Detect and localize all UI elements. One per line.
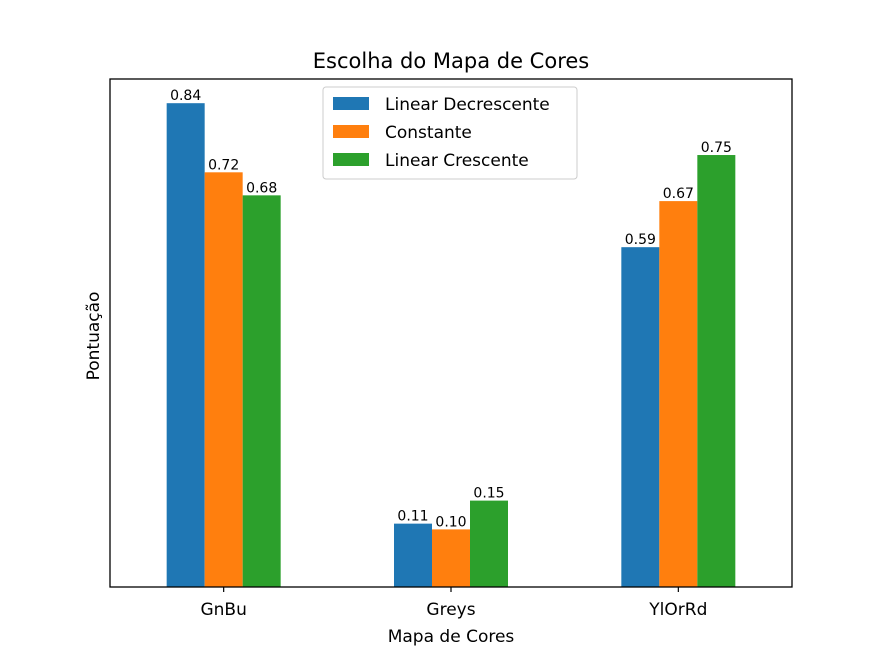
bar-gnbu-linear-crescente xyxy=(242,195,281,587)
bar-value-label: 0.10 xyxy=(435,514,466,530)
bar-value-label: 0.59 xyxy=(625,232,656,248)
bar-greys-linear-crescente xyxy=(470,500,508,587)
x-axis-label: Mapa de Cores xyxy=(388,627,515,647)
plot-area: 0.84 0.72 0.68 0.11 0.10 0.15 0.59 0.67 0.75 xyxy=(166,88,736,587)
bar-ylorrd-linear-decrescente xyxy=(621,247,660,587)
x-tick-label: YlOrRd xyxy=(648,600,707,620)
legend-swatch xyxy=(333,97,369,110)
bar-value-label: 0.72 xyxy=(208,157,239,173)
bar-ylorrd-linear-crescente xyxy=(697,155,736,587)
legend-label: Linear Decrescente xyxy=(385,95,550,115)
x-ticks: GnBu Greys YlOrRd xyxy=(200,587,707,620)
legend-swatch xyxy=(333,125,369,138)
bar-ylorrd-constante xyxy=(659,201,698,587)
bar-greys-constante xyxy=(432,529,470,587)
bar-value-label: 0.84 xyxy=(170,88,201,104)
legend-label: Constante xyxy=(385,123,472,143)
bar-value-label: 0.15 xyxy=(473,486,504,502)
bar-gnbu-linear-decrescente xyxy=(166,103,205,587)
chart-title: Escolha do Mapa de Cores xyxy=(313,49,589,73)
x-tick-label: GnBu xyxy=(200,600,246,620)
legend-label: Linear Crescente xyxy=(385,151,529,171)
bar-value-label: 0.68 xyxy=(246,180,277,196)
bar-value-label: 0.67 xyxy=(663,186,694,202)
bar-value-label: 0.11 xyxy=(397,509,428,525)
legend-swatch xyxy=(333,153,369,166)
legend-box xyxy=(322,86,578,180)
bar-gnbu-constante xyxy=(204,172,243,587)
bar-value-label: 0.75 xyxy=(701,140,732,156)
bar-greys-linear-decrescente xyxy=(394,523,432,587)
x-tick-label: Greys xyxy=(426,600,475,620)
y-axis-label: Pontuação xyxy=(84,292,104,381)
legend: Linear Decrescente Constante Linear Cresce… xyxy=(322,86,578,180)
